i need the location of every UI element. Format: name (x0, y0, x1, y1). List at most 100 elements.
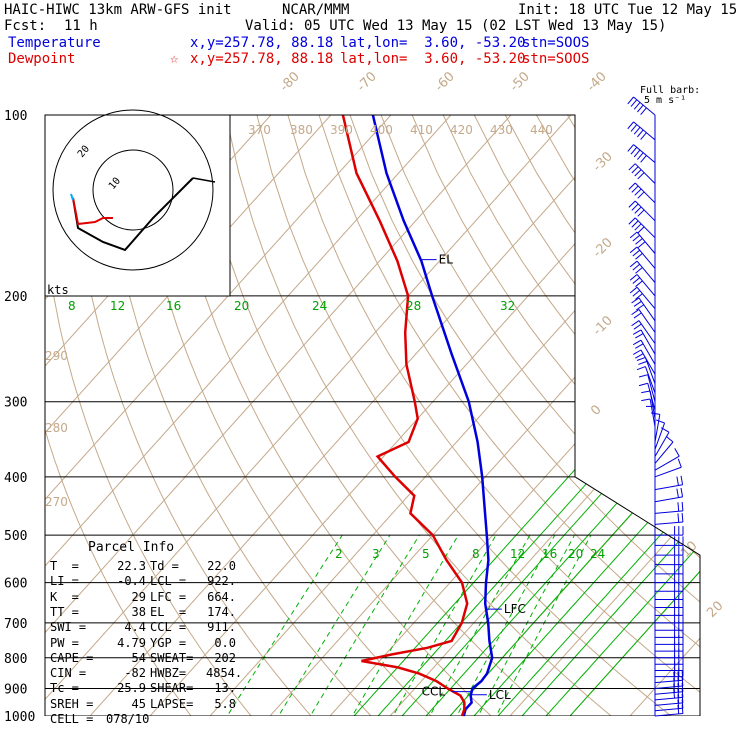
mixing-ratio-line (218, 534, 343, 716)
parcel-info-cell: 174. (207, 604, 236, 619)
isotherm-label: -20 (590, 235, 616, 261)
parcel-info-cell: LFC = (150, 589, 187, 604)
parcel-info-cell: K = (50, 589, 79, 604)
wind-barb-flag (635, 293, 643, 300)
wind-barb-flag (673, 689, 676, 699)
fcst-label: Fcst: (4, 18, 47, 34)
wind-barb-flag (629, 231, 638, 239)
parcel-info-cell: PW = (50, 635, 79, 650)
temperature-legend: Temperature (8, 35, 101, 51)
wind-barb-flag (640, 107, 647, 116)
level-label-lfc: LFC (504, 602, 526, 616)
mixing-ratio-line (385, 534, 497, 716)
wind-barb-flag (641, 390, 651, 394)
isotherm-line (438, 115, 700, 716)
wind-barb-flag (629, 246, 638, 254)
wind-barb-flag (633, 300, 642, 307)
hodograph-trace-low (72, 197, 113, 226)
level-markers: EL LFC CCL LCL (420, 253, 526, 702)
hodograph-ring-outer (52, 109, 214, 271)
hodograph-ring-inner (92, 149, 174, 231)
wind-barb-flag (635, 253, 643, 260)
pressure-tick-label: 300 (4, 396, 27, 411)
parcel-info-cell: 0.0 (214, 635, 236, 650)
wind-barb-flag (681, 512, 684, 523)
mixing-ratio-label: 16 (542, 547, 557, 561)
dry-adiabat-label: 280 (45, 421, 68, 435)
wind-barb-flag (637, 241, 646, 248)
dry-adiabat (287, 115, 700, 716)
isotherm-line (45, 115, 452, 716)
pressure-tick-label: 200 (4, 290, 27, 305)
wind-barb-flag (673, 671, 676, 681)
wind-barb-flag (631, 320, 640, 327)
wind-barb-flag (635, 333, 644, 339)
parcel-info-cell: LI = (50, 574, 79, 589)
wind-barb-flag (637, 152, 644, 160)
isotherm-label: -80 (277, 69, 303, 95)
barb-key-label: Full barb: (640, 85, 701, 96)
dry-adiabat (70, 115, 323, 716)
parcel-info-cell: 25.9 (117, 681, 146, 696)
pressure-tick-label: 1000 (4, 710, 35, 725)
hodograph-unit: kts (47, 283, 69, 297)
dry-adiabat-label: 390 (330, 123, 353, 137)
wind-barb-shaft (640, 329, 656, 355)
mixing-ratio-label: 20 (568, 547, 583, 561)
parcel-info-cell: 922. (207, 574, 236, 589)
wind-barb-flag (655, 419, 665, 424)
hodograph-trace-top (192, 177, 216, 183)
profile-temperature (371, 114, 494, 717)
dry-adiabat (163, 115, 506, 716)
wind-barbs (627, 96, 684, 717)
parcel-info-title: Parcel Info (88, 540, 175, 555)
mixing-ratio-line (270, 534, 391, 716)
profile-dewpoint (341, 114, 469, 717)
wind-barb-flag (631, 185, 639, 193)
wind-barb-flag (634, 223, 642, 231)
mixing-ratio-label: 8 (472, 547, 480, 561)
parcel-info-cell: 664. (207, 589, 236, 604)
temperature-latlon: lat,lon= 3.60, -53.20 (340, 35, 526, 51)
parcel-info-cell: CELL = (50, 712, 94, 726)
moist-adiabat-label: 8 (68, 299, 76, 313)
wind-barb-flag (633, 149, 641, 158)
temperature-xy: x,y=257.78, 88.18 (190, 35, 334, 51)
moist-adiabat-label: 20 (234, 299, 249, 313)
level-label-el: EL (439, 253, 454, 267)
wind-barb-shaft (634, 200, 656, 222)
parcel-info-cell: SWI = (50, 620, 87, 635)
wind-barb-shaft (654, 441, 674, 464)
wind-barb-flag (638, 360, 648, 365)
wind-barb-shaft (654, 484, 683, 491)
wind-barb-flag (681, 501, 684, 511)
wind-barb-flag (665, 435, 674, 443)
moist-adiabat-label: 12 (110, 299, 125, 313)
wind-barb-shaft (647, 374, 656, 402)
wind-barb-flag (677, 671, 680, 681)
temperature-station: stn=SOOS (522, 35, 590, 51)
barb-key-unit: 5 m s⁻¹ (644, 95, 687, 106)
level-label-ccl: CCL (422, 685, 446, 699)
mixing-ratio-label: 3 (372, 547, 380, 561)
parcel-info-cell: 54 (131, 650, 146, 665)
wind-barb-flag (630, 99, 638, 107)
dry-adiabat-label: 410 (410, 123, 433, 137)
parcel-info-cell: 45 (131, 696, 146, 711)
wind-barb-flag (627, 144, 634, 152)
dry-adiabat (256, 115, 688, 716)
wind-barb-flag (631, 220, 639, 228)
dewpoint-latlon: lat,lon= 3.60, -53.20 (340, 51, 526, 67)
dry-adiabat (45, 115, 262, 716)
wind-barb-flag (633, 323, 642, 330)
wind-barb-shaft (644, 366, 656, 394)
wind-barb-shaft (633, 144, 656, 163)
wind-barb-flag (632, 277, 641, 284)
wind-barb-flag (629, 286, 638, 294)
isotherm-line (378, 115, 700, 716)
wind-barb-flag (632, 349, 642, 355)
dry-adiabat (101, 115, 384, 716)
wind-barb-flag (629, 274, 638, 281)
parcel-info-cell: 22.0 (207, 559, 236, 573)
wind-barb-flag (676, 476, 679, 486)
